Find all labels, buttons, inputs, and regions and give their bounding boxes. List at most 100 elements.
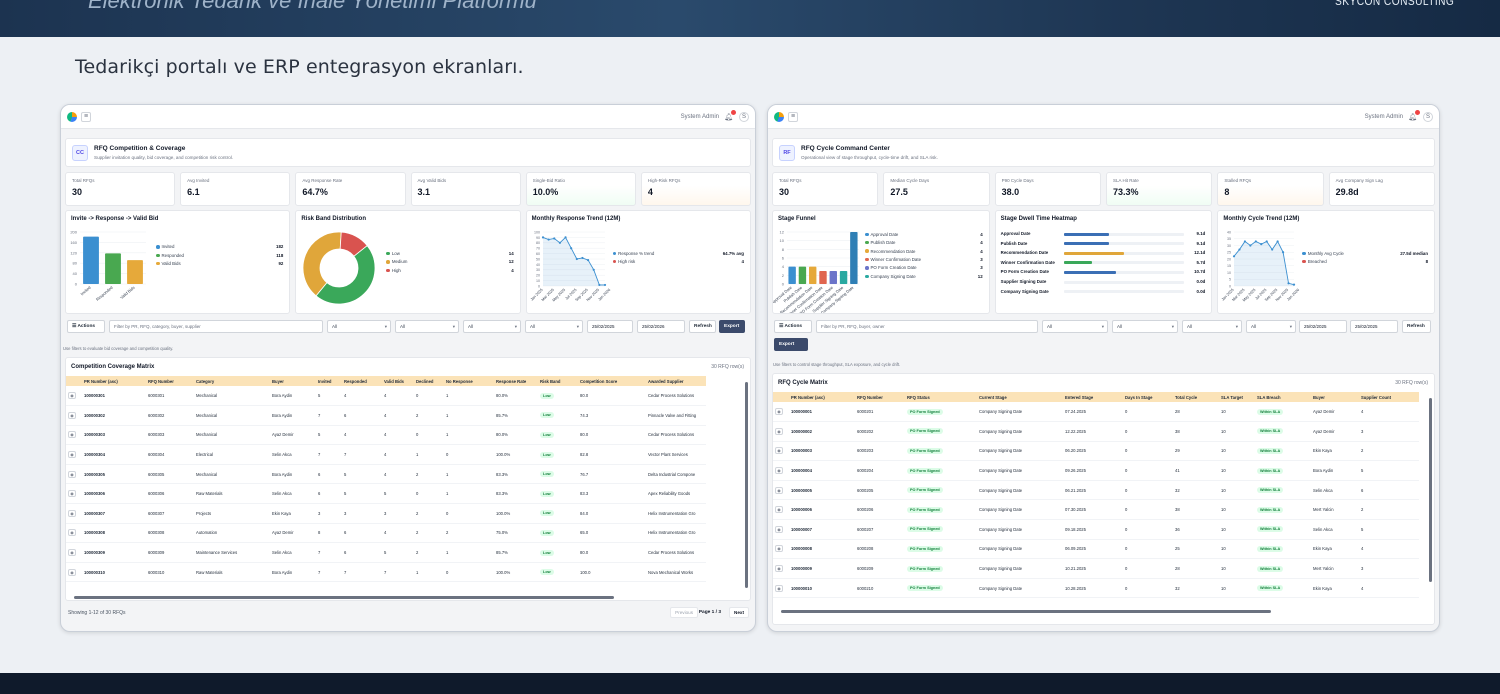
user-avatar[interactable]: S [739, 112, 749, 122]
view-row-icon[interactable]: ◉ [775, 584, 783, 592]
horizontal-scrollbar[interactable] [74, 596, 614, 599]
actions-button[interactable]: ☰ Actions [774, 320, 812, 333]
column-header[interactable]: Awarded Supplier [646, 376, 706, 386]
view-row-icon[interactable]: ◉ [775, 525, 783, 533]
legend-item[interactable]: Invited [156, 244, 174, 249]
table-row[interactable]: ◉ 100000010 6000210 PO Form Signed Company S… [773, 578, 1419, 599]
column-header[interactable]: RFQ Number [146, 376, 194, 386]
legend-item[interactable]: Recommendation Date [865, 249, 915, 254]
column-header[interactable]: SLA Target [1219, 392, 1255, 402]
view-row-icon[interactable]: ◉ [68, 549, 76, 557]
filter-select[interactable]: All [1246, 320, 1296, 333]
legend-item[interactable]: Winner Confirmation Date [865, 257, 921, 262]
column-header[interactable] [66, 376, 82, 386]
table-row[interactable]: ◉ 100000003 6000203 PO Form Signed Company S… [773, 441, 1419, 462]
menu-icon[interactable]: ≡ [788, 112, 798, 122]
view-row-icon[interactable]: ◉ [68, 568, 76, 576]
column-header[interactable]: Buyer [270, 376, 316, 386]
legend-item[interactable]: Responded [156, 253, 184, 258]
export-button[interactable]: Export [719, 320, 745, 333]
filter-select[interactable]: All [1182, 320, 1242, 333]
table-row[interactable]: ◉ 100000308 6000308 Automation Ayaz Demir 8 6 4… [66, 523, 706, 544]
legend-item[interactable]: Approval Date [865, 232, 898, 237]
date-to-input[interactable]: 25/02/2026 [637, 320, 685, 333]
column-header[interactable]: SLA Breach [1255, 392, 1311, 402]
table-row[interactable]: ◉ 100000301 6000301 Mechanical Bora Aydin 5 4 4… [66, 386, 706, 407]
table-row[interactable]: ◉ 100000305 6000305 Mechanical Bora Aydin 6 5 4… [66, 464, 706, 485]
view-row-icon[interactable]: ◉ [775, 467, 783, 475]
user-name[interactable]: System Admin [680, 114, 719, 120]
app-logo-icon[interactable] [67, 112, 77, 122]
column-header[interactable]: Valid Bids [382, 376, 414, 386]
view-row-icon[interactable]: ◉ [775, 408, 783, 416]
vertical-scrollbar[interactable] [745, 382, 748, 588]
table-row[interactable]: ◉ 100000009 6000209 PO Form Signed Company S… [773, 558, 1419, 579]
table-row[interactable]: ◉ 100000004 6000204 PO Form Signed Company S… [773, 460, 1419, 481]
legend-item[interactable]: Company Signing Date [865, 274, 916, 279]
notification-bell-icon[interactable]: 🔔︎ [724, 110, 736, 121]
column-header[interactable]: RFQ Number [855, 392, 905, 402]
legend-item[interactable]: Publish Date [865, 240, 895, 245]
view-row-icon[interactable]: ◉ [775, 486, 783, 494]
filter-select[interactable]: All [395, 320, 459, 333]
legend-item[interactable]: Monthly Avg Cycle [1302, 251, 1344, 256]
column-header[interactable]: Buyer [1311, 392, 1359, 402]
column-header[interactable]: Responded [342, 376, 382, 386]
column-header[interactable]: Competition Score [578, 376, 646, 386]
column-header[interactable]: Risk Band [538, 376, 578, 386]
export-button[interactable]: Export [774, 338, 808, 351]
column-header[interactable]: Days In Stage [1123, 392, 1173, 402]
previous-page-button[interactable]: Previous [670, 607, 698, 618]
column-header[interactable]: Invited [316, 376, 342, 386]
view-row-icon[interactable]: ◉ [68, 509, 76, 517]
table-row[interactable]: ◉ 100000002 6000202 PO Form Signed Company S… [773, 421, 1419, 442]
column-header[interactable]: PR Number (asc) [82, 376, 146, 386]
actions-button[interactable]: ☰ Actions [67, 320, 105, 333]
column-header[interactable]: No Response [444, 376, 494, 386]
legend-item[interactable]: Response % trend [612, 251, 654, 256]
view-row-icon[interactable]: ◉ [68, 411, 76, 419]
refresh-button[interactable]: Refresh [689, 320, 716, 333]
view-row-icon[interactable]: ◉ [68, 529, 76, 537]
view-row-icon[interactable]: ◉ [775, 545, 783, 553]
date-to-input[interactable]: 25/02/2025 [1350, 320, 1398, 333]
table-row[interactable]: ◉ 100000302 6000302 Mechanical Bora Aydin 7 6 4… [66, 405, 706, 426]
app-logo-icon[interactable] [774, 112, 784, 122]
filter-select[interactable]: All [1042, 320, 1108, 333]
legend-item[interactable]: High [386, 268, 401, 273]
view-row-icon[interactable]: ◉ [775, 506, 783, 514]
view-row-icon[interactable]: ◉ [775, 427, 783, 435]
user-name[interactable]: System Admin [1364, 114, 1403, 120]
search-input[interactable]: Filter by PR, RFQ, category, buyer, supp… [109, 320, 323, 333]
column-header[interactable]: Total Cycle [1173, 392, 1219, 402]
view-row-icon[interactable]: ◉ [775, 565, 783, 573]
table-row[interactable]: ◉ 100000307 6000307 Projects Ekin Kaya 3 3 3 2 0 1… [66, 503, 706, 524]
column-header[interactable]: Entered Stage [1063, 392, 1123, 402]
search-input[interactable]: Filter by PR, RFQ, buyer, owner [816, 320, 1038, 333]
column-header[interactable]: Current Stage [977, 392, 1063, 402]
legend-item[interactable]: High risk [612, 259, 635, 264]
view-row-icon[interactable]: ◉ [68, 470, 76, 478]
view-row-icon[interactable]: ◉ [68, 451, 76, 459]
legend-item[interactable]: Medium [386, 259, 407, 264]
column-header[interactable]: RFQ Status [905, 392, 977, 402]
column-header[interactable]: Response Rate [494, 376, 538, 386]
legend-item[interactable]: Low [386, 251, 400, 256]
filter-select[interactable]: All [327, 320, 391, 333]
date-from-input[interactable]: 25/02/2025 [1299, 320, 1347, 333]
view-row-icon[interactable]: ◉ [68, 392, 76, 400]
horizontal-scrollbar[interactable] [781, 610, 1271, 613]
legend-item[interactable]: Breached [1302, 259, 1327, 264]
column-header[interactable]: Category [194, 376, 270, 386]
user-avatar[interactable]: S [1423, 112, 1433, 122]
column-header[interactable] [773, 392, 789, 402]
menu-icon[interactable]: ≡ [81, 112, 91, 122]
table-row[interactable]: ◉ 100000006 6000206 PO Form Signed Company S… [773, 499, 1419, 521]
table-row[interactable]: ◉ 100000304 6000304 Electrical Selin Akca 7 7 4… [66, 444, 706, 465]
table-row[interactable]: ◉ 100000001 6000201 PO Form Signed Company S… [773, 402, 1419, 423]
next-page-button[interactable]: Next [729, 607, 749, 618]
table-row[interactable]: ◉ 100000310 6000310 Raw Materials Bora Aydin… [66, 562, 706, 583]
table-row[interactable]: ◉ 100000008 6000208 PO Form Signed Company S… [773, 539, 1419, 560]
table-row[interactable]: ◉ 100000306 6000306 Raw Materials Selin Akca… [66, 483, 706, 505]
column-header[interactable]: Declined [414, 376, 444, 386]
